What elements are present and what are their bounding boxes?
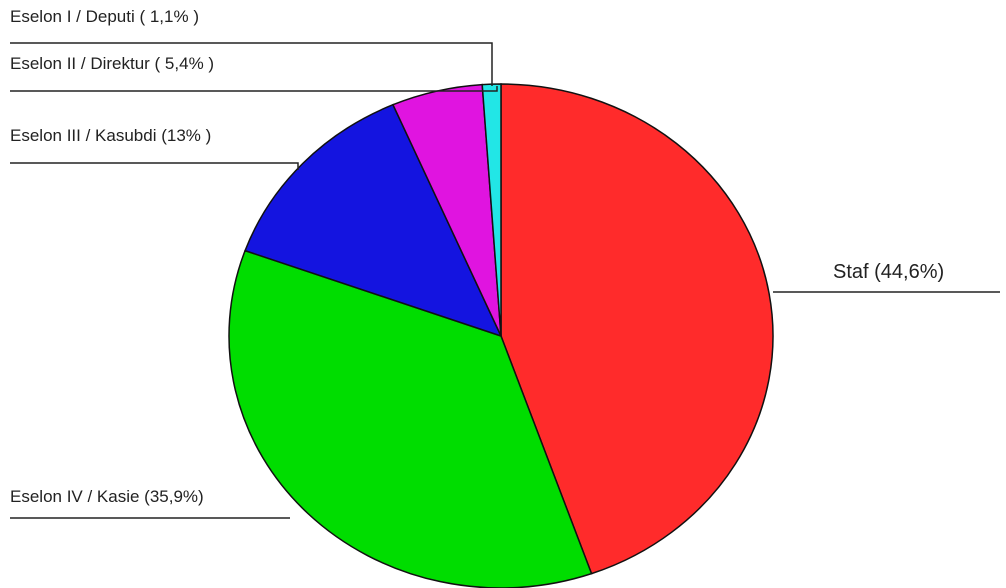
slice-label: Eselon IV / Kasie (35,9%) bbox=[10, 487, 204, 506]
slice-label: Eselon II / Direktur ( 5,4% ) bbox=[10, 54, 214, 73]
leader-line bbox=[10, 86, 498, 92]
slice-label: Eselon I / Deputi ( 1,1% ) bbox=[10, 7, 199, 26]
leader-line bbox=[10, 162, 299, 170]
slice-label: Staf (44,6%) bbox=[833, 261, 944, 283]
pie-slice bbox=[244, 103, 503, 338]
slice-label: Eselon III / Kasubdi (13% ) bbox=[10, 126, 211, 145]
pie-slice bbox=[500, 83, 774, 575]
leader-line bbox=[10, 42, 493, 86]
